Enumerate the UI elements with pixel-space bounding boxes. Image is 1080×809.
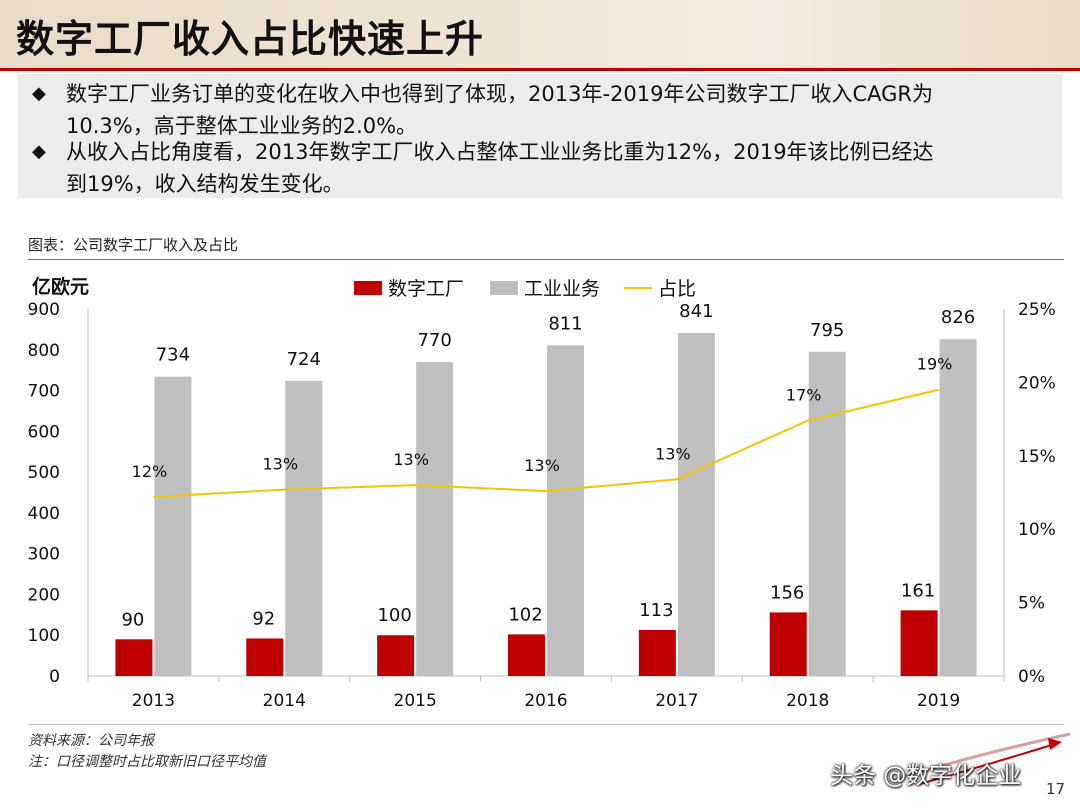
data-label-industrial-business: 795 (810, 320, 844, 341)
page-title: 数字工厂收入占比快速上升 (16, 17, 485, 61)
line-share (153, 388, 939, 498)
bar-digital-factory (377, 635, 415, 676)
data-label-share: 13% (655, 444, 691, 463)
y-tick-label: 0 (49, 667, 60, 687)
data-label-industrial-business: 811 (548, 313, 582, 334)
legend-swatch-digital-factory (354, 281, 382, 295)
data-label-share: 12% (132, 462, 168, 481)
data-label-share: 13% (393, 450, 429, 469)
x-tick-label: 2015 (394, 691, 437, 711)
y-tick-label: 900 (28, 300, 60, 320)
summary-bullet: ◆ 数字工厂业务订单的变化在收入中也得到了体现，2013年-2019年公司数字工… (32, 78, 1062, 142)
bar-digital-factory (246, 638, 284, 676)
bar-industrial-business (939, 339, 977, 676)
y-tick-label: 100 (28, 626, 60, 646)
diamond-bullet-icon: ◆ (32, 83, 46, 104)
data-label-digital-factory: 156 (770, 582, 804, 603)
y-tick-label: 600 (28, 422, 60, 442)
data-label-industrial-business: 724 (287, 349, 321, 370)
y2-tick-label: 15% (1018, 447, 1056, 467)
y2-tick-label: 5% (1018, 594, 1045, 614)
bar-industrial-business (285, 380, 323, 676)
bar-industrial-business (154, 376, 192, 676)
bullet-line: 从收入占比角度看，2013年数字工厂收入占整体工业业务比重为12%，2019年该… (66, 140, 934, 164)
bar-industrial-business (677, 333, 715, 676)
y-tick-label: 700 (28, 382, 60, 402)
header-banner: 数字工厂收入占比快速上升 (0, 0, 1080, 68)
x-tick-label: 2013 (132, 691, 175, 711)
y-tick-label: 200 (28, 585, 60, 605)
summary-bullet: ◆ 从收入占比角度看，2013年数字工厂收入占整体工业业务比重为12%，2019… (32, 136, 1062, 200)
y-tick-label: 800 (28, 341, 60, 361)
data-label-digital-factory: 102 (508, 604, 542, 625)
legend-label-share: 占比 (658, 278, 696, 300)
y-tick-label: 500 (28, 463, 60, 483)
data-label-share: 13% (263, 455, 299, 474)
data-label-industrial-business: 770 (417, 330, 451, 351)
legend-label-digital-factory: 数字工厂 (388, 278, 464, 300)
bar-digital-factory (769, 612, 807, 676)
bar-digital-factory (900, 610, 938, 676)
legend-label-industrial-business: 工业业务 (524, 278, 600, 300)
data-label-digital-factory: 92 (252, 608, 275, 629)
bar-industrial-business (808, 351, 846, 676)
bullet-line: 数字工厂业务订单的变化在收入中也得到了体现，2013年-2019年公司数字工厂收… (66, 82, 933, 106)
x-tick-label: 2017 (655, 691, 698, 711)
legend-swatch-industrial-business (490, 281, 518, 295)
source-divider (28, 724, 1064, 725)
y-axis-title: 亿欧元 (32, 275, 89, 298)
source-note: 资料来源：公司年报 (28, 733, 154, 749)
caption-divider (28, 259, 1064, 260)
revenue-chart: 0 100 200 300 400 500 600 700 800 900 0% 5% 10% 15% 20… (28, 275, 1056, 711)
data-label-industrial-business: 734 (156, 345, 190, 366)
footnote: 注：口径调整时占比取新旧口径平均值 (28, 754, 266, 770)
bullet-line: 到19%，收入结构发生变化。 (66, 172, 344, 196)
bar-digital-factory (508, 634, 545, 676)
bar-digital-factory (115, 639, 153, 676)
x-tick-label: 2014 (263, 691, 306, 711)
x-tick-label: 2016 (524, 691, 567, 711)
chart-caption: 图表：公司数字工厂收入及占比 (28, 236, 239, 254)
y-tick-label: 400 (28, 504, 60, 524)
data-label-share: 17% (786, 386, 822, 405)
watermark: 头条 @数字化企业 (830, 763, 1022, 789)
data-label-industrial-business: 826 (941, 307, 975, 328)
x-tick-label: 2019 (917, 691, 960, 711)
data-label-digital-factory: 113 (639, 600, 673, 621)
x-tick-label: 2018 (786, 691, 829, 711)
y2-tick-label: 10% (1018, 520, 1056, 540)
header-divider (0, 68, 1080, 71)
bullet-line: 10.3%，高于整体工业业务的2.0%。 (66, 114, 418, 138)
data-label-share: 19% (917, 355, 953, 374)
bar-digital-factory (638, 629, 676, 676)
bar-industrial-business (547, 345, 584, 676)
y2-tick-label: 25% (1018, 300, 1056, 320)
data-label-industrial-business: 841 (679, 301, 713, 322)
y2-tick-label: 0% (1018, 667, 1045, 687)
y2-tick-label: 20% (1018, 373, 1056, 393)
summary-box: ◆ 数字工厂业务订单的变化在收入中也得到了体现，2013年-2019年公司数字工… (18, 74, 1062, 198)
data-label-digital-factory: 161 (901, 580, 935, 601)
data-label-digital-factory: 90 (121, 609, 144, 630)
y-tick-label: 300 (28, 545, 60, 565)
data-label-digital-factory: 100 (377, 605, 411, 626)
diamond-bullet-icon: ◆ (32, 141, 46, 162)
corner-swoosh-icon (889, 732, 1071, 785)
page-number: 17 (1046, 780, 1066, 798)
data-label-share: 13% (524, 456, 560, 475)
bar-industrial-business (416, 362, 454, 676)
